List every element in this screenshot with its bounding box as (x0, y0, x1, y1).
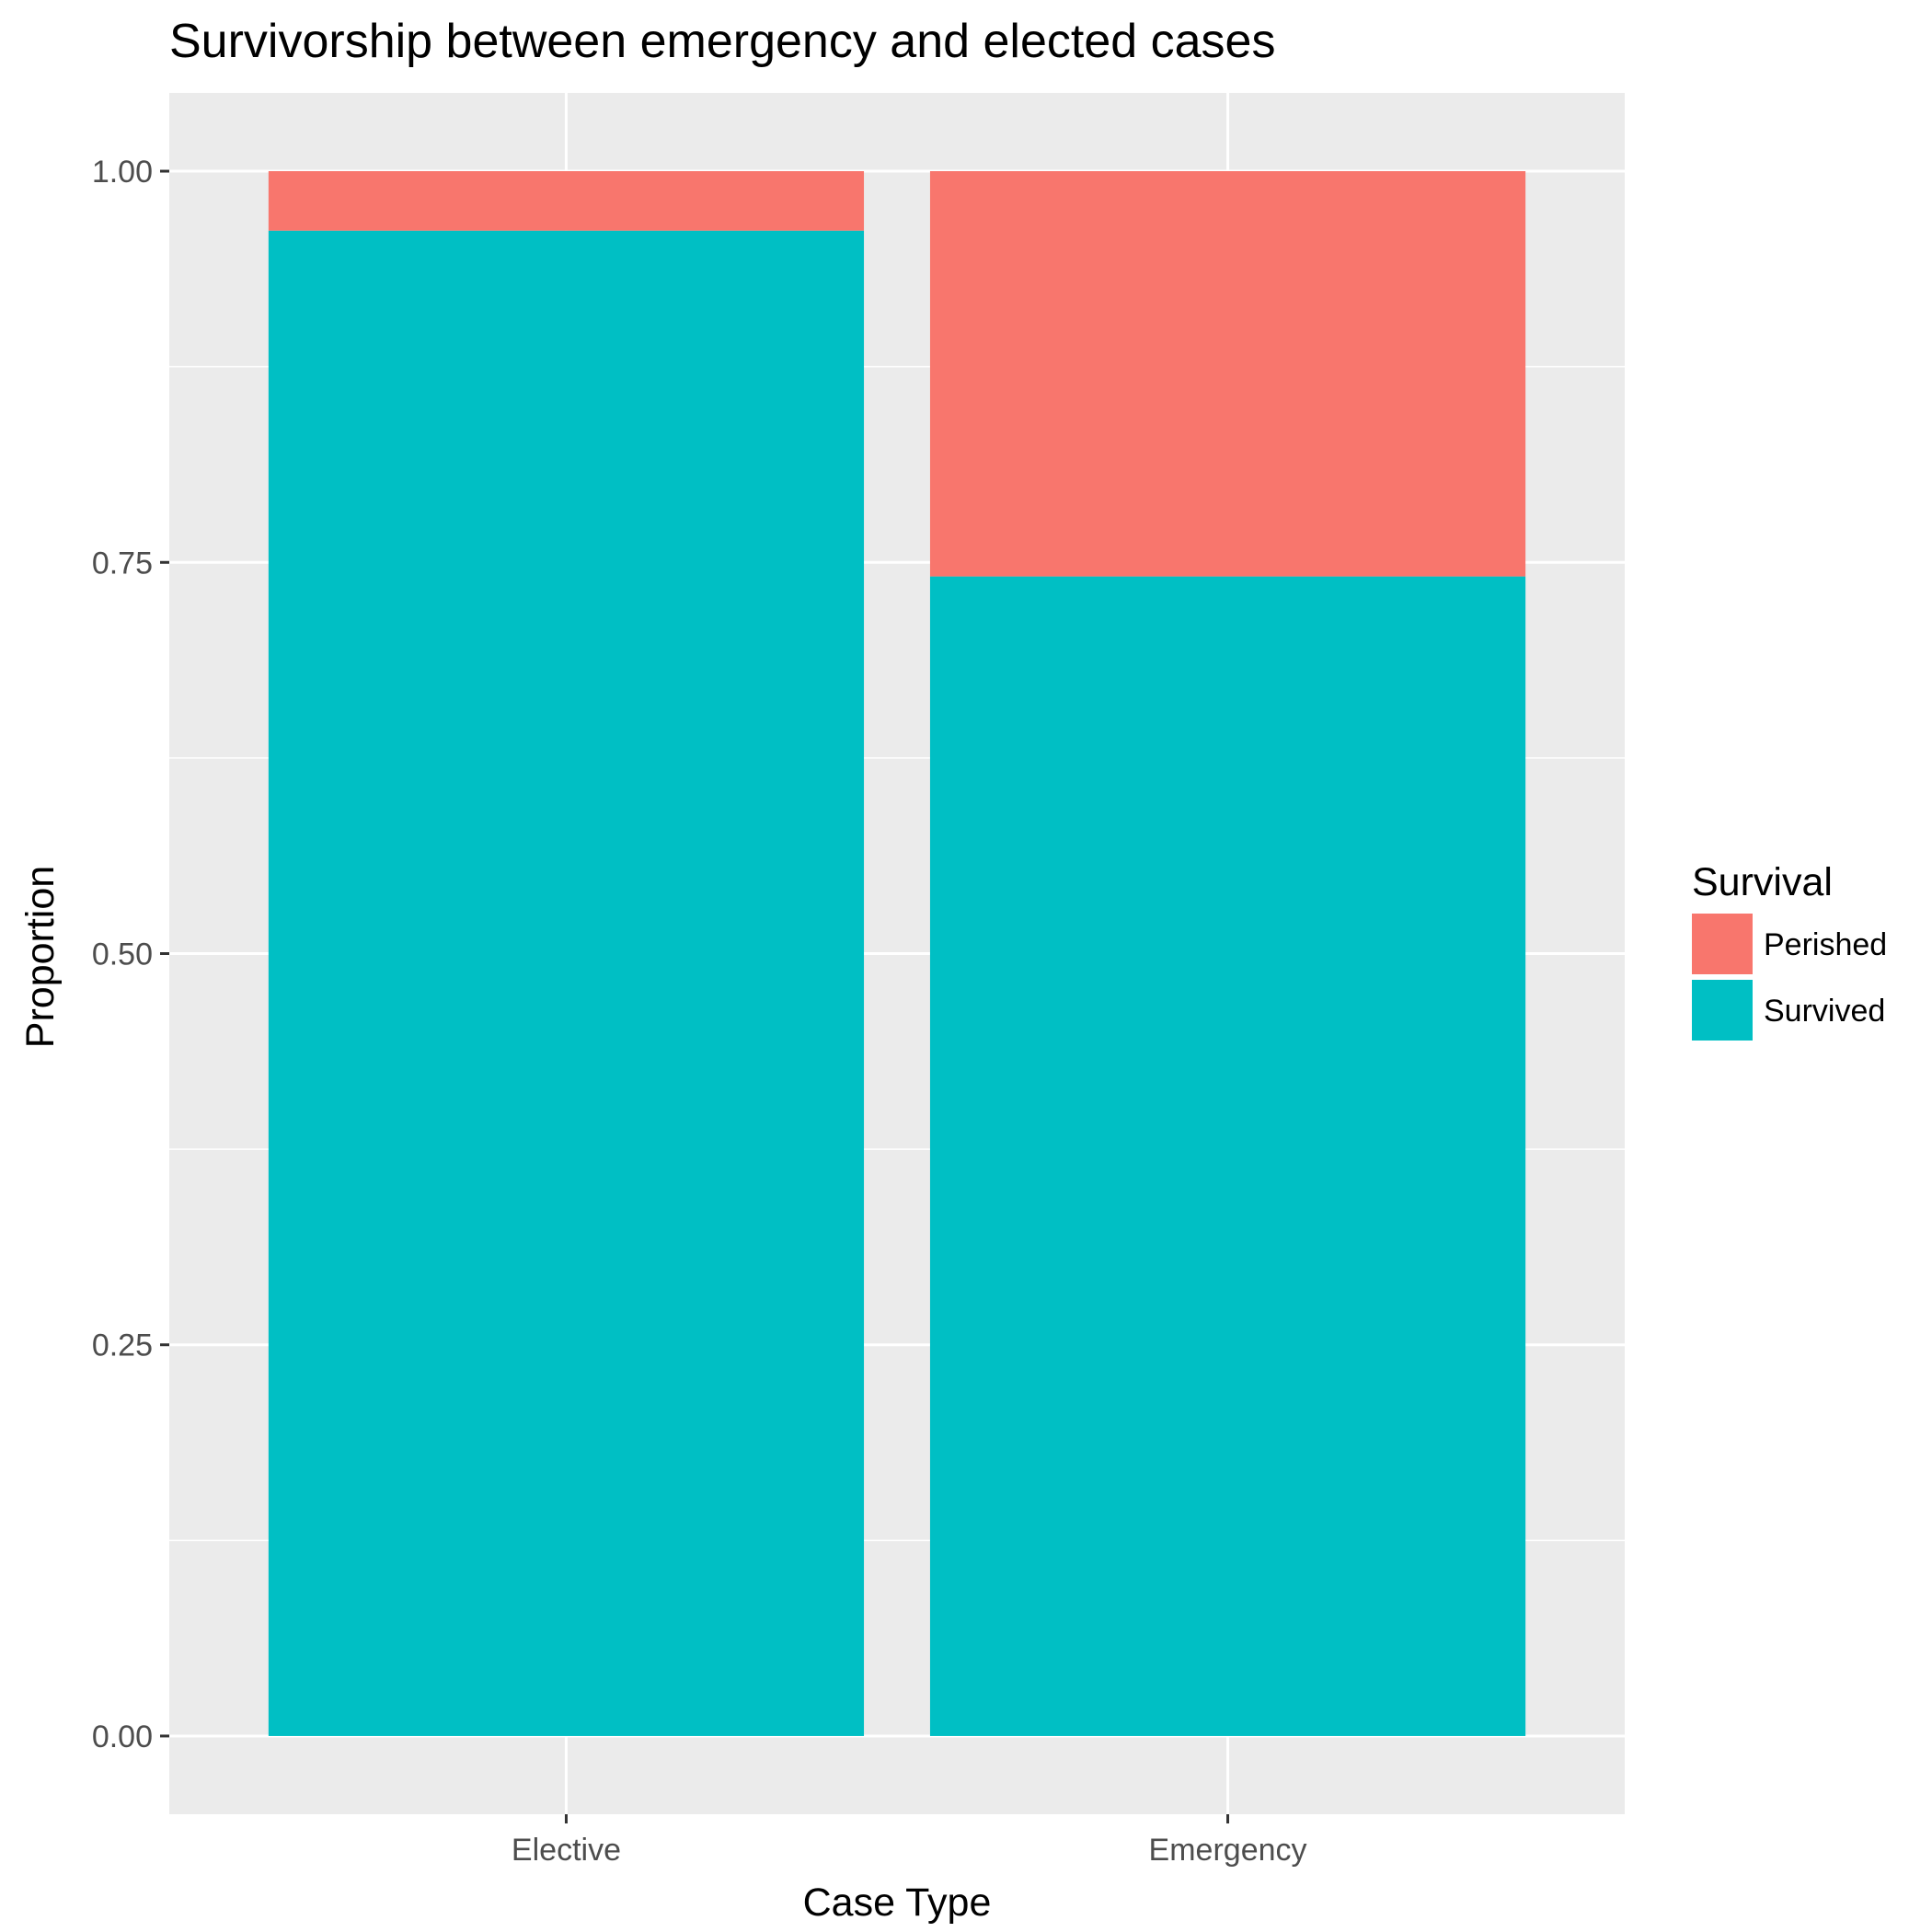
y-tick-label: 0.00 (92, 1719, 153, 1754)
y-tick-label: 0.75 (92, 546, 153, 581)
y-axis: 0.00 0.25 0.50 0.75 1.00 (92, 155, 169, 1754)
bar-emergency-survived (929, 576, 1526, 1736)
bar-elective-survived (268, 230, 865, 1736)
legend-title: Survival (1692, 860, 1833, 904)
legend-key-survived (1692, 980, 1753, 1041)
bars (268, 171, 1526, 1736)
x-tick-label: Emergency (1149, 1833, 1307, 1868)
bar-emergency-perished (929, 171, 1526, 577)
bar-elective-perished (268, 171, 865, 231)
x-tick-label: Elective (512, 1833, 621, 1868)
y-axis-title: Proportion (18, 866, 63, 1048)
chart-title: Survivorship between emergency and elect… (169, 15, 1275, 68)
x-axis-title: Case Type (803, 1880, 992, 1925)
y-tick-label: 1.00 (92, 155, 153, 190)
y-tick-label: 0.25 (92, 1328, 153, 1363)
y-tick-label: 0.50 (92, 937, 153, 972)
x-axis: Elective Emergency (512, 1814, 1307, 1868)
legend-key-perished (1692, 914, 1753, 974)
legend-label-perished: Perished (1764, 927, 1887, 962)
legend-label-survived: Survived (1764, 994, 1885, 1029)
legend: Survival Perished Survived (1692, 860, 1887, 1041)
